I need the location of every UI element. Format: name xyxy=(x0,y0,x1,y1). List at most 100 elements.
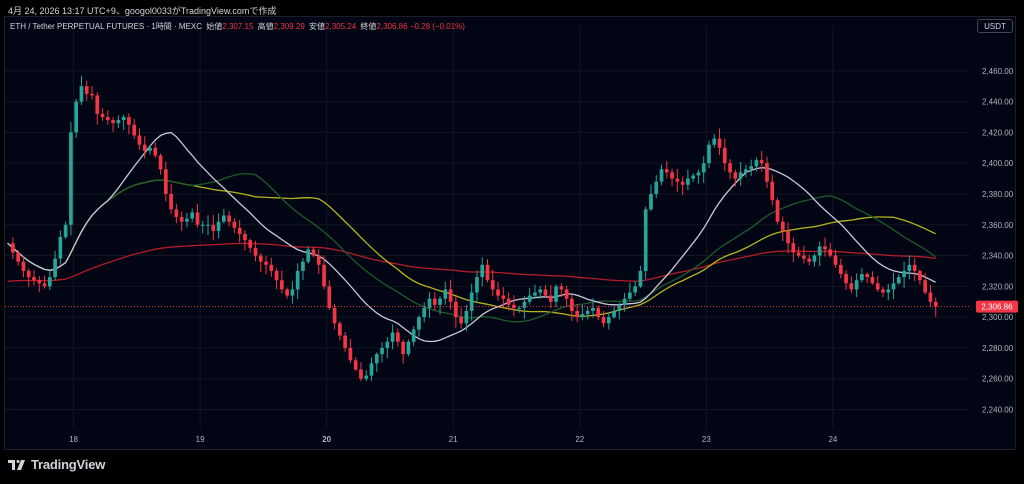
candle-body xyxy=(454,301,458,318)
candle-body xyxy=(200,224,205,226)
candle-body xyxy=(786,230,790,244)
created-timestamp: 4月 24, 2026 13:17 UTC+9、googol0033がTradi… xyxy=(8,6,277,16)
candle-body xyxy=(517,307,521,309)
candle-body xyxy=(290,289,295,296)
candle-body xyxy=(279,280,284,290)
x-tick-label: 18 xyxy=(69,435,78,444)
candle-body xyxy=(169,193,173,210)
candle-body xyxy=(717,138,722,148)
candle-body xyxy=(675,178,680,182)
candle-body xyxy=(638,270,643,287)
legend-close-value: 2,306.86 xyxy=(376,22,408,31)
candle-body xyxy=(301,261,305,271)
candle-body xyxy=(490,280,495,290)
candle-body xyxy=(390,332,395,342)
candle-body xyxy=(896,277,901,284)
chart-pane[interactable] xyxy=(4,16,1016,450)
candle-body xyxy=(775,200,780,222)
candle-body xyxy=(74,101,79,133)
candle-body xyxy=(269,264,274,271)
x-tick-label: 21 xyxy=(449,435,458,444)
candle-body xyxy=(417,317,421,330)
candle-body xyxy=(469,292,474,311)
y-tick-label: 2,360.00 xyxy=(982,221,1014,230)
candle-body xyxy=(854,280,859,290)
tradingview-branding[interactable]: TradingView xyxy=(8,457,105,472)
candle-body xyxy=(432,298,437,305)
y-tick-label: 2,460.00 xyxy=(982,67,1014,76)
candle-body xyxy=(274,270,279,281)
y-tick-label: 2,320.00 xyxy=(982,282,1014,291)
candle-body xyxy=(844,274,848,284)
candle-body xyxy=(105,116,110,121)
y-tick-label: 2,380.00 xyxy=(982,190,1014,199)
candle-body xyxy=(554,286,558,302)
candle-body xyxy=(633,286,637,293)
candle-body xyxy=(427,298,432,308)
legend-symbol[interactable]: ETH / Tether PERPETUAL FUTURES · 1時間 · M… xyxy=(10,22,203,31)
candle-body xyxy=(591,307,595,311)
candle-body xyxy=(121,116,126,121)
candle-body xyxy=(622,298,627,305)
candle-body xyxy=(612,310,616,318)
candle-body xyxy=(722,147,727,164)
candle-body xyxy=(664,169,669,173)
y-tick-label: 2,300.00 xyxy=(982,313,1014,322)
candle-body xyxy=(585,310,590,315)
candle-body xyxy=(707,144,711,164)
candle-body xyxy=(332,307,337,324)
candle-body xyxy=(153,147,158,156)
candle-body xyxy=(538,289,543,293)
x-tick-label: 23 xyxy=(702,435,711,444)
candle-body xyxy=(759,160,764,164)
candle-body xyxy=(496,289,500,296)
candle-body xyxy=(817,246,822,256)
x-tick-label: 20 xyxy=(322,435,331,444)
candle-body xyxy=(696,172,701,176)
candle-body xyxy=(849,283,854,290)
candle-body xyxy=(780,221,785,231)
y-tick-label: 2,400.00 xyxy=(982,159,1014,168)
candle-body xyxy=(659,169,664,182)
ma-fast-line xyxy=(7,131,936,343)
candle-body xyxy=(343,335,347,348)
candle-body xyxy=(369,363,374,376)
candle-body xyxy=(543,289,548,296)
candle-body xyxy=(712,138,717,145)
candle-body xyxy=(575,310,579,318)
legend-open-value: 2,307.15 xyxy=(222,22,254,31)
candle-body xyxy=(886,289,891,293)
x-tick-label: 22 xyxy=(575,435,584,444)
tradingview-wordmark: TradingView xyxy=(31,457,106,472)
candle-body xyxy=(807,258,812,262)
candle-body xyxy=(933,301,938,307)
candle-body xyxy=(501,295,506,299)
candle-body xyxy=(649,193,653,210)
candle-body xyxy=(796,252,801,256)
candle-body xyxy=(475,277,479,293)
candle-body xyxy=(923,280,928,293)
candle-body xyxy=(132,124,137,136)
candle-body xyxy=(374,354,379,364)
candle-body xyxy=(211,224,216,231)
candle-body xyxy=(701,163,706,173)
candle-body xyxy=(137,135,142,145)
candle-body xyxy=(306,249,311,262)
candle-body xyxy=(918,270,922,281)
y-tick-label: 2,440.00 xyxy=(982,98,1014,107)
currency-button[interactable]: USDT xyxy=(977,19,1013,33)
candle-body xyxy=(802,255,806,259)
candle-body xyxy=(443,289,448,299)
symbol-legend: ETH / Tether PERPETUAL FUTURES · 1時間 · M… xyxy=(10,21,465,32)
candle-body xyxy=(148,147,152,151)
candle-body xyxy=(37,280,42,284)
candle-body xyxy=(485,264,490,281)
candle-body xyxy=(754,160,759,167)
candle-body xyxy=(258,255,263,262)
candle-body xyxy=(353,360,358,370)
candle-body xyxy=(174,209,179,218)
candle-body xyxy=(522,301,527,308)
candle-body xyxy=(628,292,632,299)
legend-open-label: 始値 xyxy=(206,22,223,31)
